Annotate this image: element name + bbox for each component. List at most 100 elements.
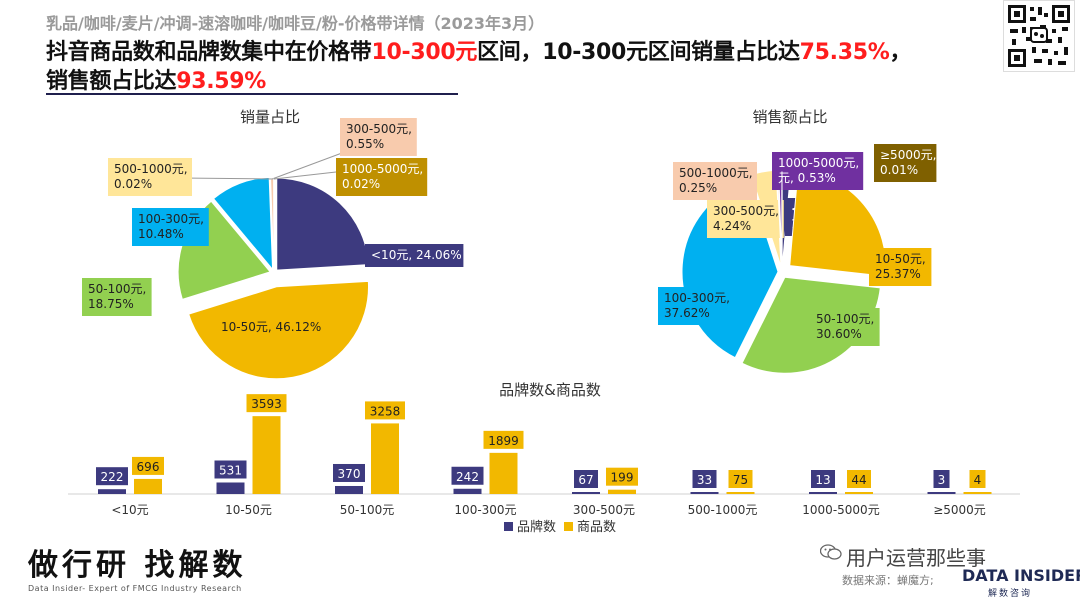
pie-data-label-box bbox=[673, 162, 757, 200]
bar-value-label-box bbox=[132, 456, 164, 475]
bar-value-label-box bbox=[811, 470, 835, 488]
pie-title: 销量占比 bbox=[240, 108, 300, 126]
x-tick-label: <10元 bbox=[111, 503, 148, 517]
bar-value-label-box bbox=[574, 470, 598, 488]
headline-highlight: 75.35% bbox=[799, 40, 890, 65]
qr-code-icon bbox=[1003, 0, 1075, 72]
bar-value-label: 1899 bbox=[488, 434, 519, 448]
bar bbox=[572, 492, 600, 494]
leader-line bbox=[179, 177, 274, 180]
pie-data-label: 1000-5000元, bbox=[342, 162, 423, 176]
bar-value-label-box bbox=[451, 466, 484, 485]
bar-value-label: 75 bbox=[733, 473, 748, 487]
bar-value-label: 44 bbox=[851, 473, 866, 487]
bar-value-label: 242 bbox=[456, 470, 479, 484]
pie-slice bbox=[212, 176, 274, 271]
bar-value-label: 696 bbox=[137, 460, 160, 474]
pie-data-label: 18.75% bbox=[88, 297, 134, 311]
pie-data-label: 4.24% bbox=[713, 219, 751, 233]
legend-label: 商品数 bbox=[577, 520, 616, 535]
pie-data-label: 30.60% bbox=[816, 327, 862, 341]
bar-value-label-box bbox=[246, 394, 287, 413]
headline-text: 销售额占比达 bbox=[46, 69, 177, 94]
headline-line-2: 销售额占比达93.59% bbox=[46, 63, 266, 95]
headline-underline bbox=[46, 93, 458, 95]
bar-value-label: 370 bbox=[338, 467, 361, 481]
bar-value-label-box bbox=[933, 470, 950, 488]
brand-slogan: 做行研 找解数 bbox=[28, 548, 247, 583]
bar-chart-title: 品牌数&商品数 bbox=[499, 381, 601, 399]
wechat-icon bbox=[820, 544, 842, 560]
bar-value-label: 3 bbox=[938, 473, 946, 487]
pie-chart-volume: 销量占比 <10元, 24.06% 10-50元, 46.12% 50-100元,18… bbox=[82, 108, 464, 380]
pie-data-label: 500-1000元, bbox=[114, 162, 188, 176]
bar-value-label-box bbox=[365, 401, 405, 420]
pie-data-label: 10-50元, 46.12% bbox=[221, 320, 321, 334]
bar bbox=[809, 492, 837, 494]
pie-data-label-box bbox=[215, 316, 328, 339]
bar bbox=[690, 492, 719, 494]
data-insider-logo-subtitle: 解数咨询 bbox=[988, 589, 1033, 599]
bar bbox=[489, 452, 518, 494]
bar-value-label-box bbox=[606, 467, 638, 486]
pie-data-label: 37.62% bbox=[664, 306, 710, 320]
x-tick-label: 1000-5000元 bbox=[802, 503, 879, 517]
category-title: 乳品/咖啡/麦片/冲调-速溶咖啡/咖啡豆/粉-价格带详情（2023年3月） bbox=[46, 14, 545, 33]
legend-swatch bbox=[504, 522, 513, 531]
pie-data-label: 0.25% bbox=[679, 181, 717, 195]
bar-chart-brands-products: 品牌数&商品数 222 696 <10元 531 3593 10-50元 370 3258 50-… bbox=[68, 381, 1020, 535]
pie-chart-sales: 销售额占比<10元,1.39%10-50元,25.37%50-100元,30.6… bbox=[658, 108, 937, 374]
pie-data-label: 0.55% bbox=[346, 137, 384, 151]
x-tick-label: 300-500元 bbox=[573, 503, 635, 517]
bar-value-label: 3258 bbox=[370, 404, 401, 418]
bar-value-label-box bbox=[96, 467, 128, 486]
bar bbox=[252, 416, 281, 494]
brand-tagline: Data Insider- Expert of FMCG Industry Re… bbox=[28, 584, 242, 593]
pie-data-label: 元, 0.53% bbox=[778, 171, 836, 185]
pie-data-label-box bbox=[707, 200, 784, 238]
bar bbox=[927, 492, 956, 494]
bar-value-label-box bbox=[483, 430, 524, 449]
pie-data-label: 100-300元, bbox=[138, 212, 204, 226]
pie-data-label: <10元, 24.06% bbox=[371, 248, 462, 262]
pie-data-label: 50-100元, bbox=[88, 282, 146, 296]
pie-data-label-box bbox=[82, 278, 152, 316]
pie-data-label-box bbox=[365, 244, 464, 267]
bar bbox=[608, 489, 636, 494]
bar-value-label-box bbox=[969, 470, 986, 488]
x-tick-label: 50-100元 bbox=[340, 503, 395, 517]
bar-value-label: 222 bbox=[101, 470, 124, 484]
pie-data-label: 10-50元, bbox=[875, 252, 926, 266]
bar bbox=[134, 478, 162, 494]
leader-line bbox=[271, 149, 351, 180]
bar bbox=[371, 423, 399, 494]
legend-swatch bbox=[564, 522, 573, 531]
wechat-account-name: 用户运营那些事 bbox=[846, 546, 986, 570]
data-source: 数据来源：蝉魔方; bbox=[842, 574, 934, 587]
bar-value-label: 13 bbox=[815, 473, 830, 487]
pie-data-label: 100-300元, bbox=[664, 291, 730, 305]
bar-value-label-box bbox=[692, 470, 717, 488]
pie-data-label-box bbox=[340, 118, 417, 156]
data-insider-logo: DATA INSIDER bbox=[962, 566, 1080, 585]
bar bbox=[963, 492, 992, 494]
pie-data-label: 500-1000元, bbox=[679, 166, 753, 180]
bar-value-label: 67 bbox=[578, 473, 593, 487]
pie-data-label-box bbox=[874, 144, 937, 182]
bar-value-label-box bbox=[847, 470, 871, 488]
pie-data-label-box bbox=[772, 152, 864, 190]
pie-data-label: 50-100元, bbox=[816, 312, 874, 326]
x-tick-label: 100-300元 bbox=[454, 503, 516, 517]
bar bbox=[216, 482, 245, 494]
bar bbox=[335, 485, 363, 494]
pie-data-label-box bbox=[132, 208, 209, 246]
pie-data-label-box bbox=[869, 248, 932, 286]
pie-title: 销售额占比 bbox=[752, 108, 827, 126]
bar bbox=[453, 488, 482, 494]
headline-text: ， bbox=[889, 40, 912, 65]
headline-highlight: 93.59% bbox=[176, 69, 267, 94]
bar bbox=[726, 492, 755, 494]
x-tick-label: 10-50元 bbox=[225, 503, 272, 517]
bar-value-label-box bbox=[333, 463, 365, 482]
headline-line-1: 抖音商品数和品牌数集中在价格带10-300元区间，10-300元区间销量占比达7… bbox=[46, 34, 912, 66]
